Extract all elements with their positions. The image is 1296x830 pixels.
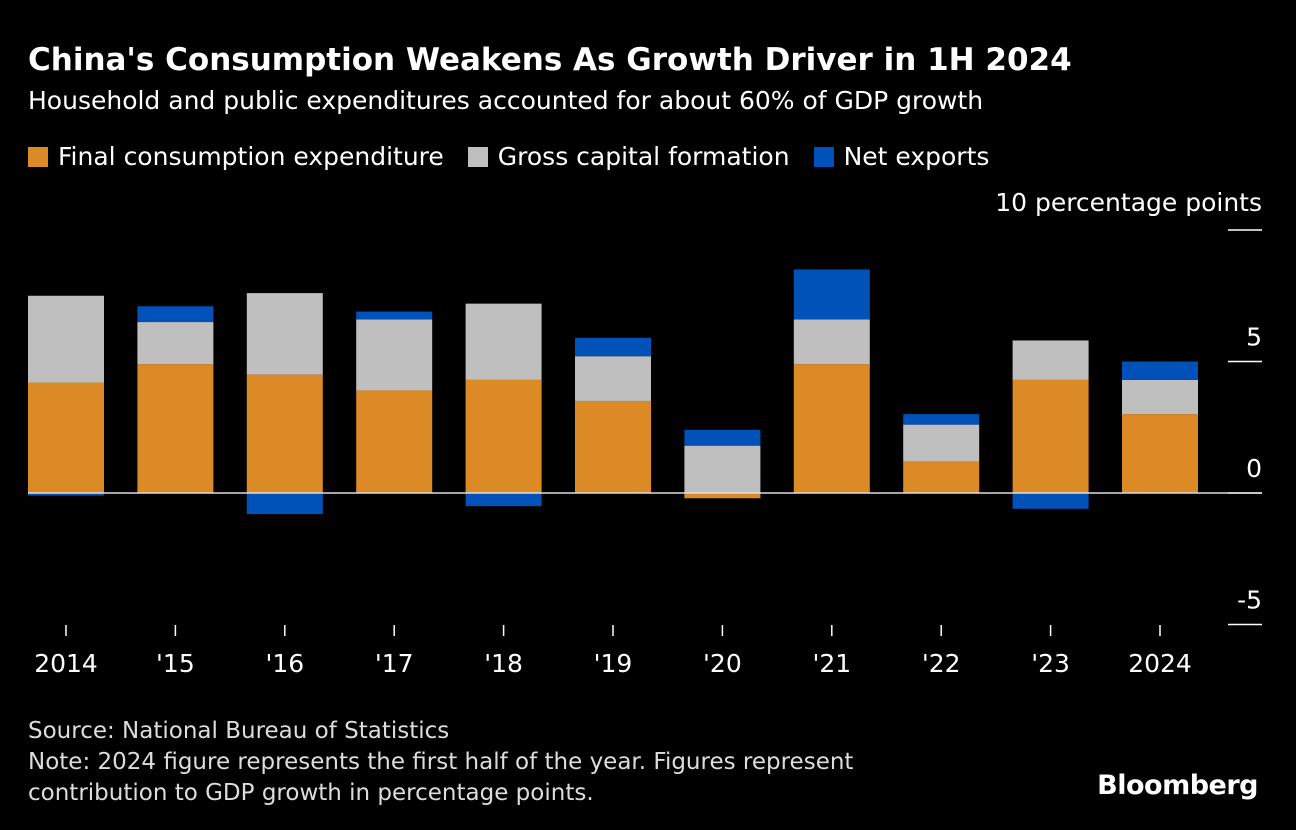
legend-label: Gross capital formation <box>497 142 790 171</box>
bar-consumption-8 <box>903 461 980 493</box>
y-tick-label: -5 <box>1237 586 1262 615</box>
bar-net-exports-4 <box>465 493 542 507</box>
x-tick-label: '17 <box>375 649 414 678</box>
bar-net-exports-7 <box>793 269 870 320</box>
bar-capital-2 <box>246 293 323 375</box>
legend-item-net-exports: Net exports <box>813 142 990 171</box>
legend-swatch-consumption <box>28 146 48 167</box>
bar-consumption-7 <box>793 364 870 493</box>
legend-label: Final consumption expenditure <box>58 142 444 171</box>
bar-net-exports-5 <box>575 337 651 357</box>
y-tick-label: 5 <box>1246 323 1262 352</box>
legend-swatch-capital <box>467 146 488 167</box>
bar-consumption-9 <box>1012 379 1089 493</box>
bar-consumption-4 <box>465 379 542 493</box>
bar-net-exports-3 <box>356 311 433 320</box>
bar-consumption-1 <box>137 364 214 493</box>
x-tick-label: '23 <box>1031 649 1070 678</box>
bar-capital-9 <box>1012 340 1089 380</box>
note-line-2: contribution to GDP growth in percentage… <box>28 780 594 806</box>
bar-consumption-10 <box>1122 414 1198 493</box>
y-axis-unit-label: 10 percentage points <box>995 188 1262 217</box>
note-line-1: Note: 2024 figure represents the first h… <box>28 749 854 775</box>
bar-capital-7 <box>793 319 870 365</box>
legend-swatch-net-exports <box>813 146 834 167</box>
x-tick-label: '22 <box>922 649 961 678</box>
bar-net-exports-0 <box>28 493 104 496</box>
bar-net-exports-8 <box>903 414 980 425</box>
x-tick-label: 2024 <box>1128 649 1192 678</box>
source-text: Source: National Bureau of Statistics <box>28 718 450 744</box>
bar-capital-0 <box>28 295 104 383</box>
legend-label: Net exports <box>843 142 990 171</box>
x-tick-label: '15 <box>156 649 195 678</box>
bar-consumption-0 <box>28 382 104 493</box>
x-tick-label: '16 <box>265 649 304 678</box>
x-tick-label: '18 <box>484 649 523 678</box>
legend-item-capital: Gross capital formation <box>467 142 790 171</box>
bar-consumption-2 <box>246 374 323 493</box>
bar-capital-8 <box>903 424 980 462</box>
source-note: Source: National Bureau of Statistics No… <box>28 716 853 809</box>
y-tick-label: 0 <box>1246 454 1262 483</box>
legend: Final consumption expenditure Gross capi… <box>28 142 989 171</box>
x-tick-label: 2014 <box>34 649 98 678</box>
x-tick-label: '20 <box>703 649 742 678</box>
bar-net-exports-6 <box>684 429 761 446</box>
bar-capital-4 <box>465 303 542 380</box>
chart-plot: 5 0 -5 10 percentage points 2014 '15 '16 '17 '18… <box>28 188 1262 678</box>
bar-net-exports-9 <box>1012 493 1089 509</box>
x-tick-label: '19 <box>594 649 633 678</box>
bar-capital-10 <box>1122 379 1198 415</box>
bar-capital-3 <box>356 319 433 391</box>
bar-net-exports-10 <box>1122 361 1198 380</box>
bar-net-exports-2 <box>246 493 323 515</box>
bar-consumption-3 <box>356 390 433 493</box>
bar-consumption-6 <box>684 493 761 499</box>
x-tick-label: '21 <box>812 649 851 678</box>
bar-net-exports-1 <box>137 306 214 323</box>
bloomberg-logo: Bloomberg <box>1097 770 1258 801</box>
bar-capital-1 <box>137 322 214 365</box>
bar-consumption-5 <box>575 400 651 493</box>
chart-subtitle: Household and public expenditures accoun… <box>28 86 984 115</box>
chart-title: China's Consumption Weakens As Growth Dr… <box>28 42 1072 78</box>
bar-capital-6 <box>684 445 761 493</box>
legend-item-consumption: Final consumption expenditure <box>28 142 444 171</box>
bar-capital-5 <box>575 356 651 401</box>
